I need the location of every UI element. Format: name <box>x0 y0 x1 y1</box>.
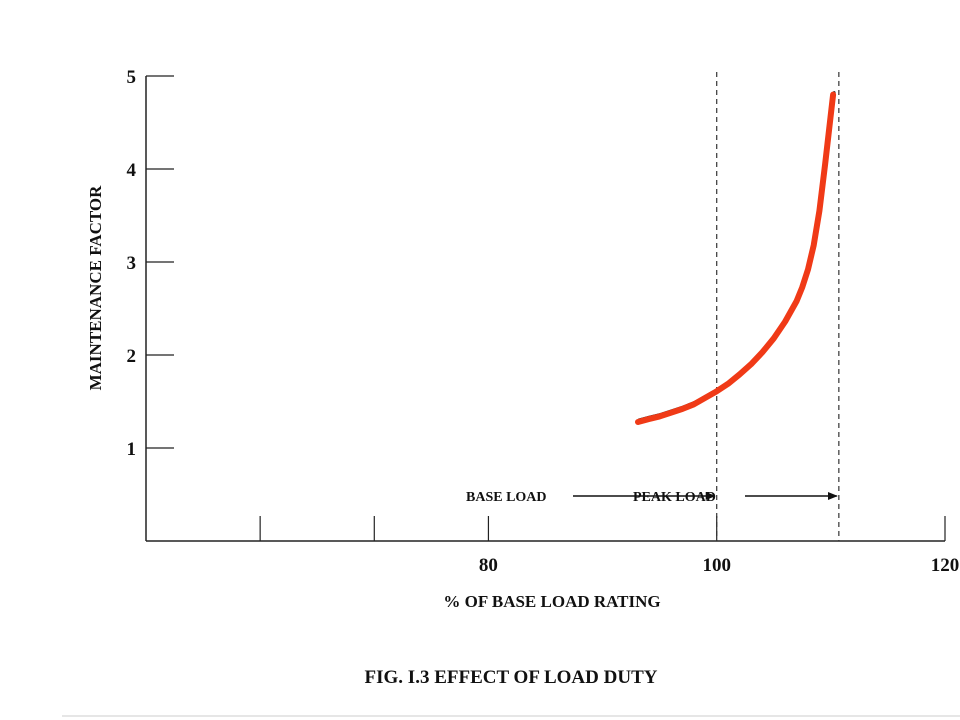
y-tick-label: 5 <box>127 67 137 88</box>
series-group <box>635 91 837 425</box>
figure-caption: FIG. I.3 EFFECT OF LOAD DUTY <box>365 667 658 688</box>
axes <box>145 75 946 542</box>
region-label: PEAK LOAD <box>633 490 716 505</box>
load-region-markers: BASE LOAD PEAK LOAD <box>466 490 838 505</box>
region-label: BASE LOAD <box>466 490 547 505</box>
x-axis-title: % OF BASE LOAD RATING <box>443 592 660 611</box>
x-tick-label: 100 <box>702 555 731 576</box>
y-tick-label: 3 <box>127 253 137 274</box>
x-tick-label: 120 <box>931 555 960 576</box>
x-tick-label: 80 <box>479 555 498 576</box>
y-axis-title: MAINTENANCE FACTOR <box>86 185 105 391</box>
series-ink-line <box>637 91 836 422</box>
page-edge-line <box>62 715 960 717</box>
y-tick-label: 1 <box>127 439 137 460</box>
reference-lines <box>716 72 840 541</box>
tick-labels: 1 2 3 4 5 80 100 120 <box>127 67 960 576</box>
series-line <box>635 91 837 425</box>
y-tick-label: 2 <box>127 346 137 367</box>
y-tick-label: 4 <box>127 160 137 181</box>
